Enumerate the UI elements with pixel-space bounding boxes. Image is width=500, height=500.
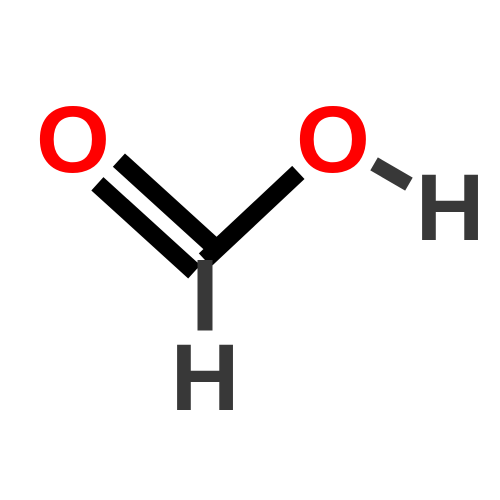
bond-h-2 xyxy=(374,164,409,184)
atom-O1: O xyxy=(36,87,110,193)
atom-O2: O xyxy=(296,87,370,193)
atom-H1: H xyxy=(416,155,485,261)
bond-1 xyxy=(205,172,298,260)
atom-H2: H xyxy=(171,325,240,431)
bond-double-a-0 xyxy=(119,160,216,248)
molecule-diagram: OOHH xyxy=(0,0,500,500)
atom-group: OOHH xyxy=(36,87,484,431)
bond-double-b-0 xyxy=(97,184,194,272)
